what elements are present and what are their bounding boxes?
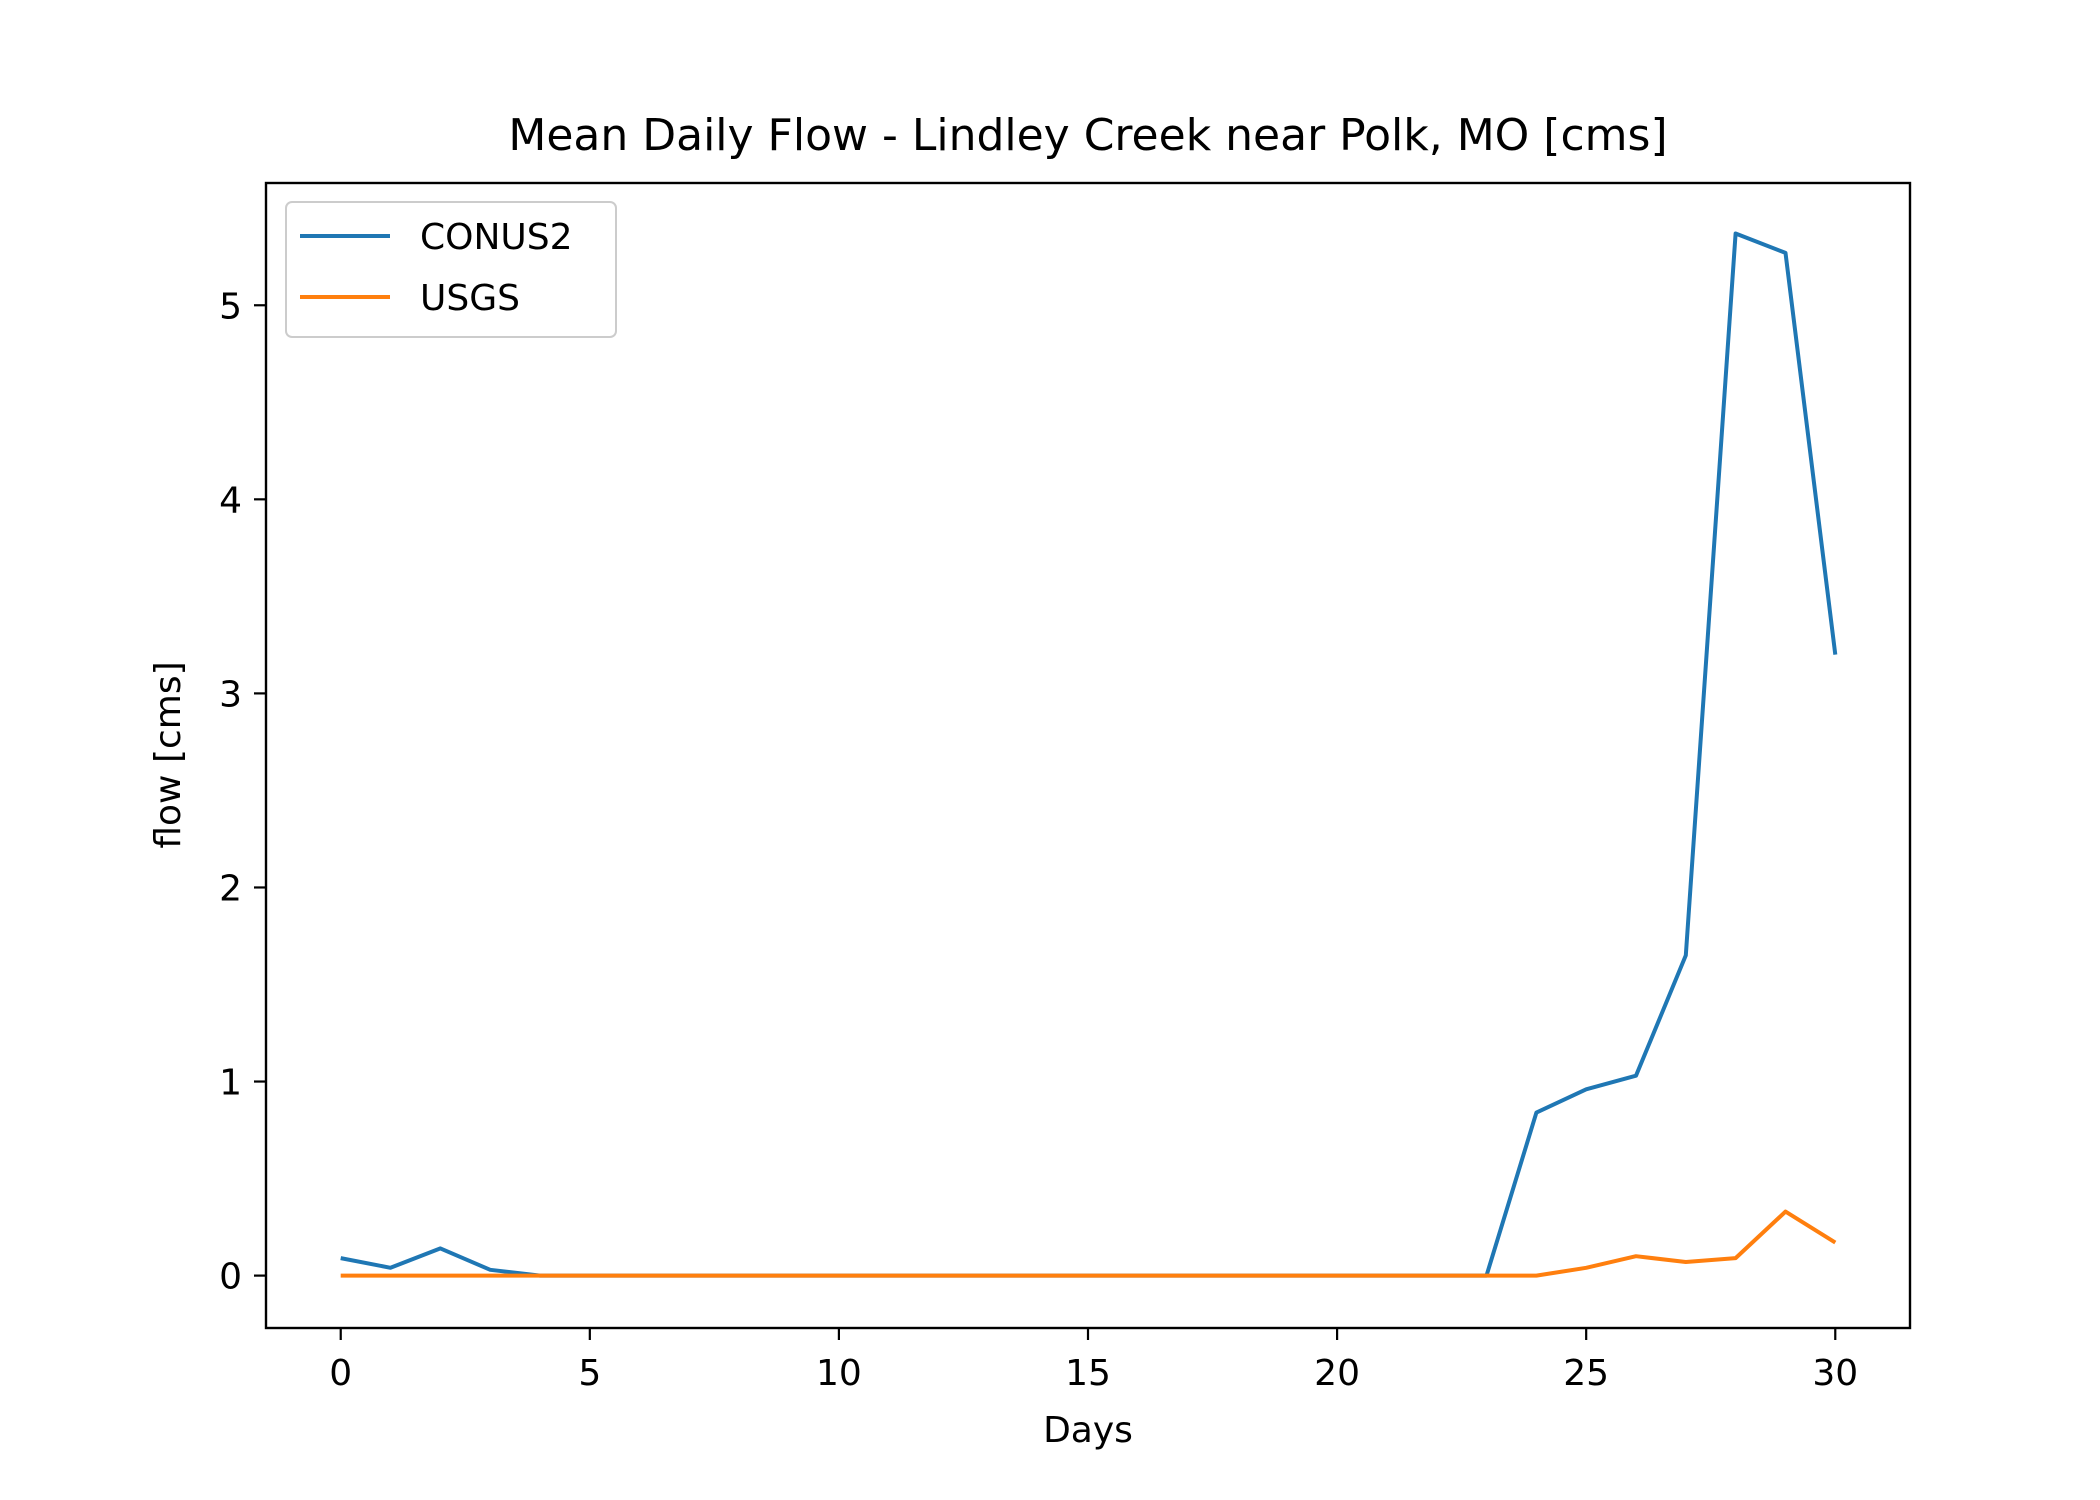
x-tick-label: 30 [1812,1353,1858,1394]
y-tick-label: 0 [219,1257,242,1298]
x-tick-label: 10 [816,1353,862,1394]
chart-title: Mean Daily Flow - Lindley Creek near Pol… [508,110,1667,161]
y-tick-label: 1 [219,1063,242,1104]
x-tick-label: 20 [1314,1353,1360,1394]
x-tick-label: 0 [329,1353,352,1394]
y-tick-label: 4 [219,480,242,521]
x-tick-label: 5 [578,1353,601,1394]
series-layer [340,231,1838,1278]
series-line-conus2 [340,231,1838,1278]
legend-label: USGS [420,278,520,319]
y-axis-label: flow [cms] [148,661,189,848]
x-axis: 0 5 10 15 20 25 30 [329,1328,1858,1394]
legend: CONUS2 USGS [285,201,617,338]
y-axis: 0 1 2 3 4 5 [219,286,266,1298]
x-tick-label: 15 [1065,1353,1111,1394]
y-tick-label: 5 [219,286,242,327]
series-line-usgs [340,1209,1837,1278]
x-tick-label: 25 [1563,1353,1609,1394]
y-tick-label: 2 [219,868,242,909]
legend-label: CONUS2 [420,217,573,258]
x-axis-label: Days [1043,1410,1133,1451]
y-tick-label: 3 [219,674,242,715]
plot-frame [264,181,1912,1330]
